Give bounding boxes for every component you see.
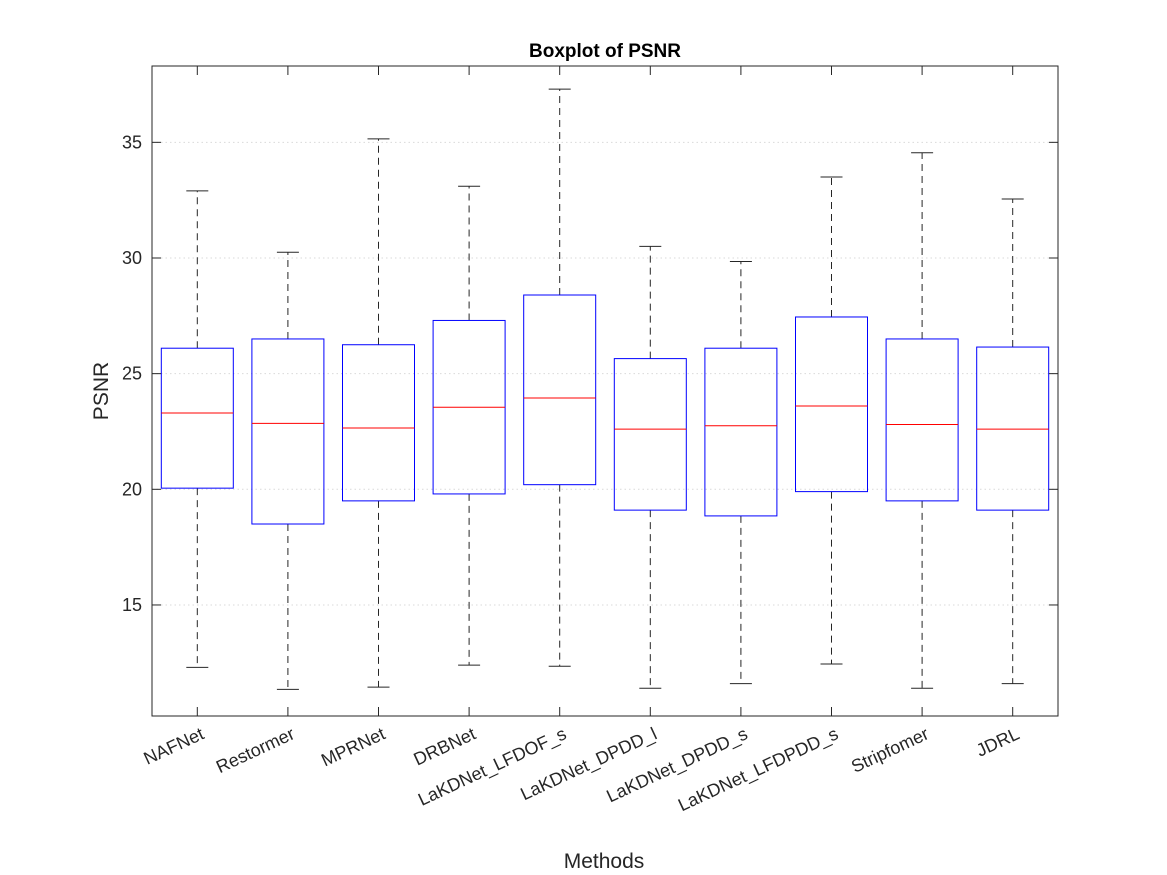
plot-area-frame bbox=[151, 65, 1059, 717]
chart-title: Boxplot of PSNR bbox=[529, 41, 681, 62]
box-group bbox=[885, 152, 959, 689]
iqr-box bbox=[704, 347, 778, 517]
y-tick-label: 35 bbox=[122, 132, 142, 152]
y-tick-label: 20 bbox=[122, 479, 142, 499]
y-tick-label: 15 bbox=[122, 595, 142, 615]
iqr-box bbox=[795, 316, 868, 493]
iqr-box bbox=[251, 338, 325, 525]
y-tick-label: 25 bbox=[122, 364, 142, 384]
y-tick-label: 30 bbox=[122, 248, 142, 268]
x-axis-label: Methods bbox=[564, 850, 645, 873]
y-axis-label: PSNR bbox=[90, 362, 113, 420]
iqr-box bbox=[160, 347, 234, 489]
box-group bbox=[432, 185, 506, 666]
box-group bbox=[160, 190, 234, 668]
box-group bbox=[342, 138, 415, 688]
box-group bbox=[523, 88, 597, 667]
iqr-box bbox=[523, 294, 597, 486]
box-group bbox=[976, 198, 1050, 685]
box-group bbox=[251, 251, 325, 690]
box-group bbox=[613, 245, 687, 689]
iqr-box bbox=[613, 358, 687, 511]
boxes bbox=[160, 88, 1050, 690]
box-group bbox=[795, 176, 868, 665]
box-group bbox=[704, 260, 778, 685]
iqr-box bbox=[342, 344, 415, 502]
iqr-box bbox=[885, 338, 959, 502]
iqr-box bbox=[976, 346, 1050, 511]
